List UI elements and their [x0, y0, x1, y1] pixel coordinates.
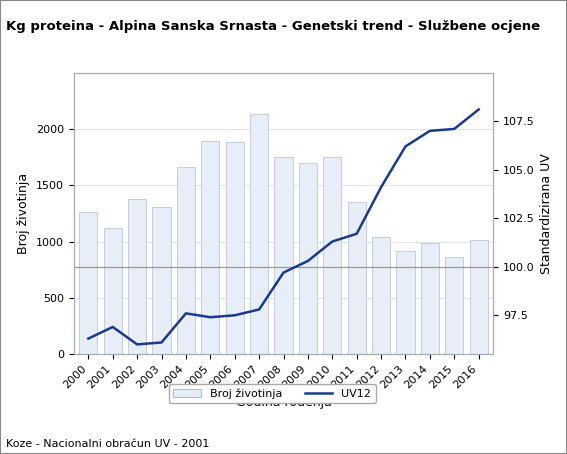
Bar [469, 241, 488, 354]
Bar [445, 257, 463, 354]
Bar [226, 143, 244, 354]
Bar [201, 141, 219, 354]
Bar [177, 167, 195, 354]
Text: Kg proteina - Alpina Sanska Srnasta - Genetski trend - Službene ocjene: Kg proteina - Alpina Sanska Srnasta - Ge… [6, 20, 540, 34]
Bar [274, 157, 293, 354]
Bar [396, 251, 414, 354]
X-axis label: Godina rođenja: Godina rođenja [235, 396, 332, 410]
Bar [153, 207, 171, 354]
Bar [250, 114, 268, 354]
Legend: Broj životinja, UV12: Broj životinja, UV12 [169, 384, 375, 403]
Bar [348, 202, 366, 354]
Bar [299, 163, 317, 354]
Text: Koze - Nacionalni obračun UV - 2001: Koze - Nacionalni obračun UV - 2001 [6, 439, 209, 449]
Bar [79, 212, 98, 354]
Bar [128, 199, 146, 354]
Bar [372, 237, 390, 354]
Y-axis label: Broj životinja: Broj životinja [18, 173, 30, 254]
Bar [421, 242, 439, 354]
Bar [323, 157, 341, 354]
Y-axis label: Standardizirana UV: Standardizirana UV [540, 153, 553, 274]
Bar [104, 228, 122, 354]
